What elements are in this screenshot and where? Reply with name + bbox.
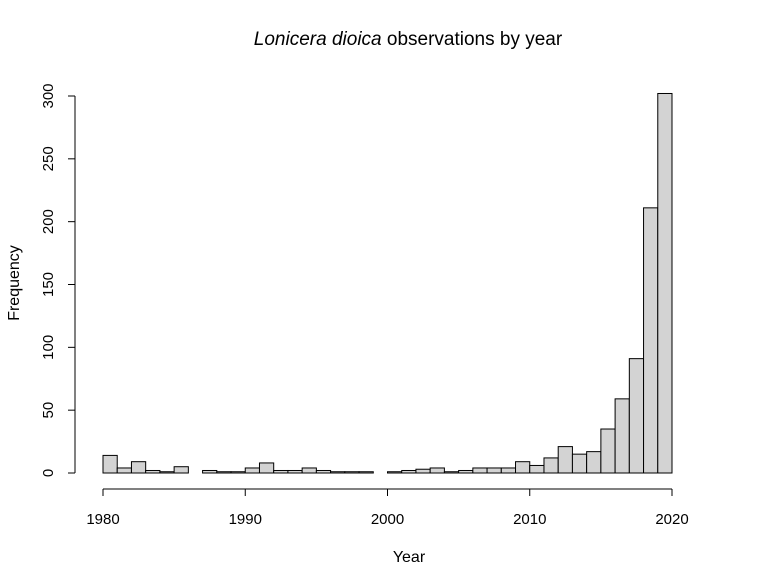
histogram-bar	[344, 471, 360, 474]
y-tick-label: 100	[40, 335, 57, 360]
histogram-bar	[216, 471, 232, 474]
x-axis-label: Year	[393, 549, 426, 566]
bars-group	[102, 92, 673, 474]
histogram-bar	[443, 471, 460, 474]
histogram-bar	[643, 207, 659, 474]
histogram-bar	[586, 451, 602, 474]
histogram-bar	[173, 466, 189, 474]
histogram-bar	[315, 469, 332, 474]
histogram-bar	[529, 464, 545, 474]
y-ticks-group: 0 50 100 150 200 250 300	[40, 83, 75, 477]
histogram-bar	[145, 469, 161, 474]
histogram-bar	[614, 398, 630, 474]
histogram-bar	[116, 467, 132, 474]
x-tick-label: 2020	[655, 511, 688, 528]
y-tick-label: 200	[40, 209, 57, 234]
histogram-bar	[244, 467, 260, 474]
histogram-bar	[287, 469, 303, 474]
y-tick-label: 50	[40, 402, 57, 419]
y-tick-label: 250	[40, 146, 57, 171]
x-ticks-group: 1980 1990 2000 2010 2020	[86, 489, 689, 528]
histogram-bar	[543, 457, 559, 474]
histogram-bar	[571, 453, 588, 474]
histogram-bar	[429, 467, 445, 474]
histogram-bar	[458, 469, 474, 474]
chart-title: Lonicera dioica observations by year	[254, 29, 563, 50]
x-tick-label: 2000	[371, 511, 404, 528]
histogram-bar	[600, 428, 616, 474]
y-tick-label: 0	[40, 469, 57, 477]
histogram-bar	[330, 471, 346, 474]
histogram-bar	[515, 461, 531, 474]
histogram-bar	[486, 467, 502, 474]
y-tick-label: 300	[40, 83, 57, 108]
histogram-bar	[102, 454, 118, 474]
histogram-bar	[258, 462, 275, 474]
histogram-bar	[358, 471, 374, 474]
histogram-bar	[159, 471, 175, 474]
x-tick-label: 2010	[513, 511, 546, 528]
histogram-bar	[628, 358, 645, 474]
histogram-bar	[387, 471, 403, 474]
histogram-bar	[130, 461, 147, 474]
histogram-bar	[230, 471, 246, 474]
histogram-bar	[415, 468, 431, 474]
chart-title-species: Lonicera dioica	[254, 29, 382, 50]
histogram-bar	[500, 467, 517, 474]
y-axis-label: Frequency	[6, 245, 23, 321]
x-tick-label: 1980	[86, 511, 119, 528]
histogram-bar	[301, 467, 317, 474]
histogram-bar	[401, 469, 417, 474]
chart-title-rest: observations by year	[382, 29, 563, 50]
histogram-bar	[557, 446, 573, 474]
x-tick-label: 1990	[229, 511, 262, 528]
histogram-bar	[472, 467, 488, 474]
histogram-bar	[202, 469, 218, 474]
histogram-bar	[657, 92, 673, 474]
histogram-bar	[273, 469, 289, 474]
y-tick-label: 150	[40, 272, 57, 297]
